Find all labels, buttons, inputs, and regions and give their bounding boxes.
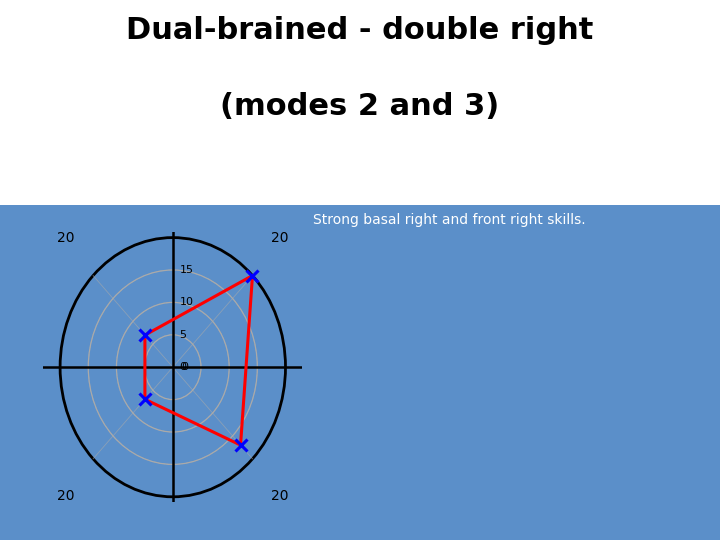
Text: 15: 15 <box>179 265 194 275</box>
Text: Dual-brained - double right: Dual-brained - double right <box>126 16 594 45</box>
Text: (modes 2 and 3): (modes 2 and 3) <box>220 92 500 121</box>
Text: 0: 0 <box>179 362 186 372</box>
Text: 0: 0 <box>181 362 188 372</box>
Text: 20: 20 <box>57 232 74 246</box>
Text: 20: 20 <box>271 489 289 503</box>
Text: Strong basal right and front right skills.: Strong basal right and front right skill… <box>313 213 586 227</box>
Text: 20: 20 <box>57 489 74 503</box>
Text: 20: 20 <box>271 232 289 246</box>
Text: 5: 5 <box>179 330 186 340</box>
Text: 10: 10 <box>179 298 194 307</box>
